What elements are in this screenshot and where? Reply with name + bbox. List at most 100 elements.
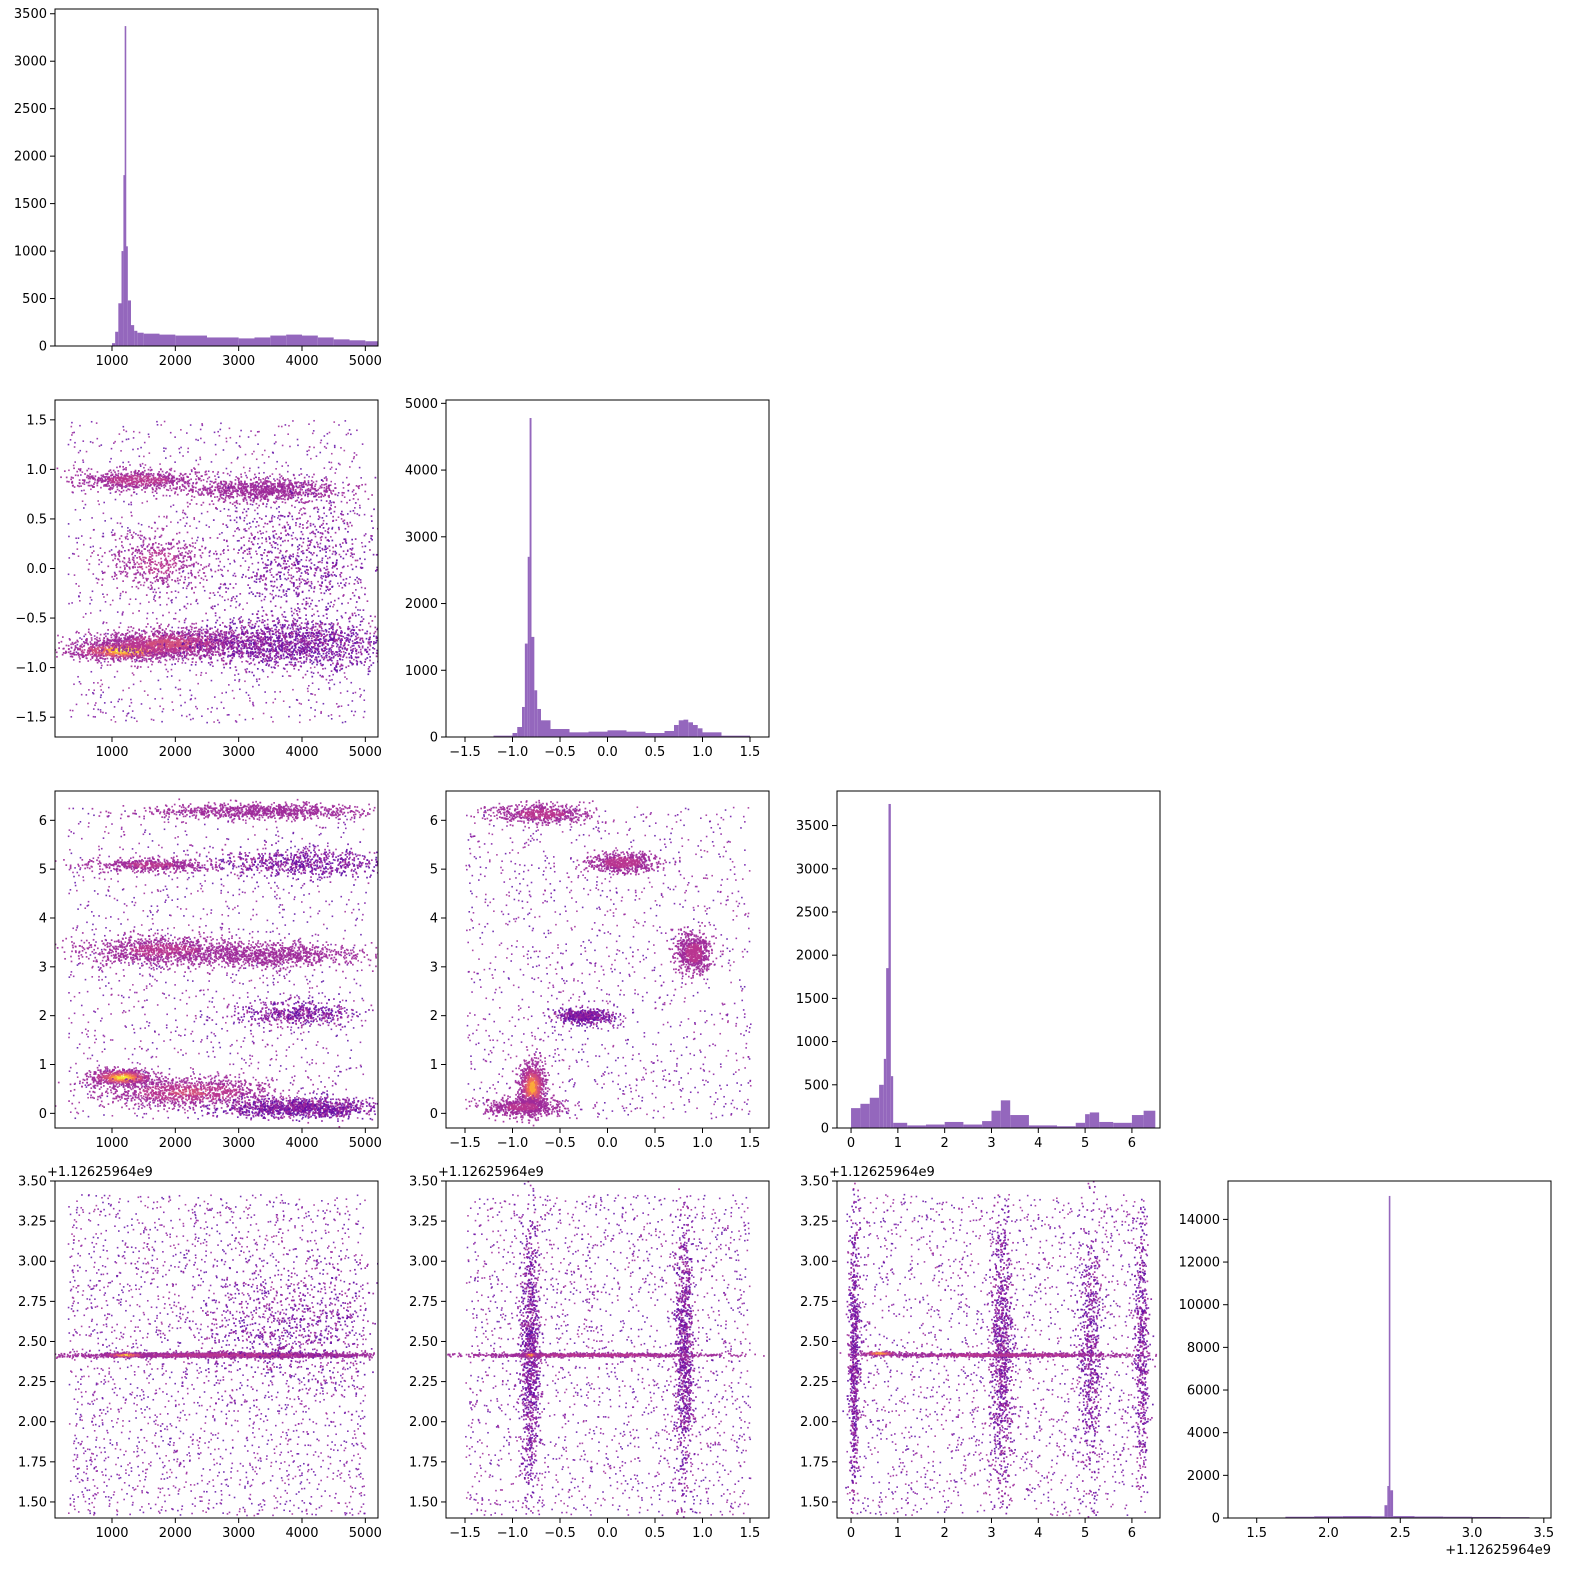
scatter-point bbox=[233, 642, 236, 644]
scatter-point bbox=[161, 646, 164, 649]
scatter-point bbox=[122, 654, 125, 656]
scatter-point bbox=[223, 508, 226, 510]
scatter-point bbox=[296, 633, 299, 636]
scatter-point bbox=[114, 636, 116, 638]
scatter-point bbox=[80, 474, 82, 476]
scatter-point bbox=[332, 662, 334, 665]
scatter-point bbox=[300, 638, 302, 640]
scatter-point bbox=[277, 639, 280, 642]
scatter-point bbox=[291, 650, 294, 653]
scatter-point bbox=[99, 633, 102, 636]
scatter-point bbox=[182, 651, 185, 653]
scatter-point bbox=[218, 640, 221, 642]
scatter-point bbox=[161, 635, 164, 638]
scatter-point bbox=[167, 597, 170, 600]
scatter-point bbox=[174, 618, 177, 620]
scatter-point bbox=[333, 637, 336, 640]
scatter-point bbox=[111, 638, 114, 641]
scatter-point bbox=[268, 456, 270, 458]
scatter-point bbox=[324, 623, 327, 626]
scatter-point bbox=[345, 666, 348, 669]
scatter-point bbox=[138, 628, 140, 631]
scatter-point bbox=[296, 651, 299, 654]
scatter-point bbox=[268, 656, 270, 659]
scatter-point bbox=[167, 649, 170, 651]
scatter-point bbox=[256, 616, 259, 619]
scatter-point bbox=[247, 640, 250, 643]
scatter-point bbox=[364, 661, 366, 663]
x-tick-label: 4000 bbox=[285, 354, 318, 369]
scatter-point bbox=[324, 608, 327, 611]
scatter-point bbox=[147, 658, 150, 660]
scatter-point bbox=[338, 654, 341, 657]
scatter-point bbox=[374, 630, 377, 633]
scatter-point bbox=[239, 656, 242, 659]
scatter-point bbox=[262, 639, 265, 641]
scatter-point bbox=[153, 627, 156, 630]
scatter-point bbox=[178, 650, 181, 653]
scatter-point bbox=[306, 642, 308, 645]
scatter-point bbox=[243, 652, 245, 654]
scatter-point bbox=[83, 642, 86, 645]
scatter-point bbox=[219, 635, 221, 637]
scatter-point bbox=[237, 640, 240, 642]
scatter-point bbox=[79, 682, 82, 685]
scatter-point bbox=[302, 637, 304, 639]
scatter-point bbox=[171, 663, 173, 666]
scatter-point bbox=[326, 557, 329, 560]
scatter-point bbox=[89, 632, 91, 635]
scatter-point bbox=[197, 632, 199, 635]
scatter-point bbox=[314, 650, 316, 652]
scatter-point bbox=[342, 650, 345, 653]
scatter-point bbox=[106, 652, 109, 655]
scatter-point bbox=[347, 602, 349, 604]
scatter-point bbox=[178, 632, 180, 635]
scatter-point bbox=[130, 657, 133, 660]
scatter-point bbox=[185, 646, 187, 649]
scatter-point bbox=[126, 657, 129, 660]
scatter-point bbox=[133, 658, 136, 661]
scatter-point bbox=[249, 652, 252, 655]
scatter-point bbox=[232, 650, 235, 652]
scatter-point bbox=[183, 540, 185, 542]
scatter-point bbox=[161, 649, 164, 652]
scatter-point bbox=[162, 529, 164, 531]
scatter-point bbox=[260, 643, 263, 646]
scatter-point bbox=[283, 594, 286, 596]
scatter-point bbox=[84, 654, 87, 657]
scatter-point bbox=[246, 523, 248, 525]
scatter-point bbox=[158, 536, 161, 538]
scatter-point bbox=[389, 654, 391, 656]
scatter-point bbox=[221, 569, 223, 572]
scatter-point bbox=[255, 550, 257, 553]
scatter-point bbox=[132, 653, 135, 656]
scatter-point bbox=[182, 632, 184, 635]
scatter-point bbox=[117, 631, 120, 634]
scatter-point bbox=[291, 645, 294, 648]
scatter-point bbox=[249, 700, 251, 702]
scatter-point bbox=[158, 645, 160, 647]
scatter-point bbox=[225, 632, 228, 634]
scatter-point bbox=[304, 627, 307, 630]
scatter-point bbox=[55, 651, 58, 654]
scatter-point bbox=[248, 470, 251, 472]
scatter-point bbox=[142, 646, 144, 648]
scatter-point bbox=[185, 638, 188, 641]
scatter-point bbox=[365, 651, 368, 653]
scatter-point bbox=[141, 647, 144, 649]
scatter-point bbox=[320, 576, 322, 579]
scatter-point bbox=[226, 644, 228, 647]
scatter-point bbox=[319, 588, 322, 590]
scatter-point bbox=[245, 660, 248, 662]
scatter-point bbox=[121, 639, 123, 642]
scatter-point bbox=[250, 642, 253, 645]
scatter-point bbox=[249, 697, 251, 700]
scatter-point bbox=[189, 634, 192, 637]
scatter-point bbox=[250, 632, 252, 635]
scatter-point bbox=[362, 618, 365, 620]
scatter-point bbox=[199, 456, 201, 459]
scatter-point bbox=[226, 643, 228, 646]
scatter-point bbox=[221, 659, 223, 662]
scatter-point bbox=[125, 658, 127, 661]
scatter-point bbox=[331, 659, 333, 662]
